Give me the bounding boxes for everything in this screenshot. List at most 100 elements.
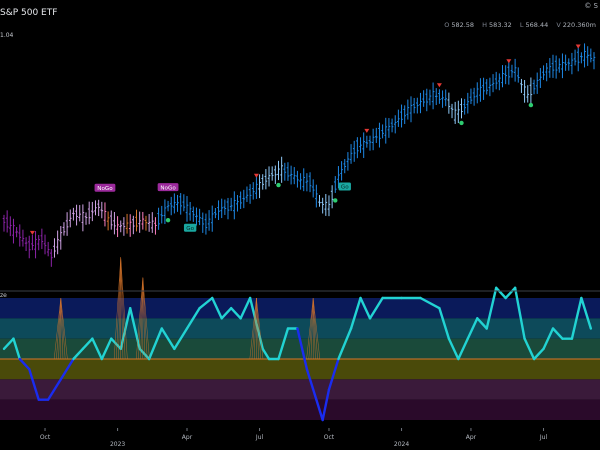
oscillator-segment — [91, 337, 104, 361]
price-bar — [264, 169, 268, 190]
oscillator-segment — [100, 337, 113, 361]
price-bar — [179, 193, 182, 215]
price-bar — [147, 213, 151, 232]
volume-key: V — [556, 21, 561, 29]
oscillator-segment — [368, 296, 384, 320]
price-bar — [113, 212, 116, 235]
price-bars — [2, 43, 596, 267]
oscillator-segment — [2, 337, 15, 351]
price-bar — [576, 44, 580, 72]
price-bar — [419, 92, 422, 114]
price-bar — [479, 78, 482, 102]
price-bar — [469, 88, 473, 105]
volume-hatch — [249, 297, 264, 360]
price-bar — [374, 127, 378, 143]
price-bar — [280, 156, 283, 183]
price-bar — [78, 205, 82, 222]
oscillator-segment — [220, 306, 233, 320]
price-bar — [255, 175, 258, 199]
price-bar — [135, 209, 138, 232]
chart-title: S&P 500 ETF — [0, 8, 58, 18]
price-bar — [324, 194, 328, 216]
price-bar — [157, 207, 160, 230]
price-bar — [463, 98, 466, 115]
price-level-label: 1.04 — [0, 32, 14, 39]
price-bar — [494, 71, 498, 90]
price-bar — [65, 212, 69, 236]
x-tick-label: 2023 — [110, 441, 125, 448]
x-tick-label: Oct — [40, 434, 51, 441]
chart-header: S&P 500 ETF © S O 582.58 H 583.32 L 568.44 … — [0, 0, 600, 30]
price-bar — [526, 85, 530, 103]
price-bar — [561, 53, 564, 79]
price-bar — [229, 197, 233, 212]
price-bar — [198, 208, 201, 226]
bear-marker — [575, 44, 581, 49]
signal-markers — [29, 44, 581, 235]
price-bar — [542, 65, 545, 80]
oscillator-segment — [359, 296, 372, 320]
price-bar — [233, 191, 236, 220]
price-bar — [330, 185, 334, 209]
price-bar — [192, 206, 195, 222]
price-bar — [261, 174, 265, 190]
bull-marker — [165, 217, 171, 223]
price-bar — [15, 226, 18, 238]
price-bar — [397, 109, 400, 127]
x-tick-label: Oct — [324, 434, 335, 441]
price-bar — [31, 234, 34, 251]
price-bar — [513, 58, 517, 82]
price-bar — [220, 198, 224, 219]
price-bar — [308, 172, 312, 193]
oscillator-segment — [46, 378, 62, 401]
price-bar — [144, 215, 148, 231]
price-bar — [100, 201, 104, 219]
price-bar — [138, 211, 141, 233]
oscillator-segment — [447, 337, 460, 361]
price-bar — [245, 186, 249, 203]
volume-hatch — [306, 297, 321, 360]
oscillator-segment — [494, 286, 507, 300]
price-bar — [318, 195, 321, 207]
price-bar — [68, 209, 72, 228]
price-bar — [333, 176, 337, 193]
price-bar — [315, 184, 318, 208]
bull-marker — [333, 198, 338, 203]
price-bar — [371, 128, 375, 151]
oscillator-segment — [349, 296, 362, 330]
price-bar — [352, 140, 356, 162]
price-bar — [248, 184, 252, 204]
oscillator-segment — [457, 337, 469, 361]
oscillator-panel — [2, 257, 593, 422]
price-bar — [422, 90, 425, 107]
price-bar — [378, 122, 381, 148]
price-bar — [428, 89, 432, 106]
price-bar — [457, 100, 460, 124]
bull-marker — [276, 182, 281, 188]
price-bar — [567, 58, 571, 71]
price-bar — [72, 207, 75, 221]
price-bar — [485, 79, 489, 95]
price-bar — [510, 64, 514, 78]
price-bar — [34, 231, 37, 259]
volume-hatch — [113, 257, 128, 360]
price-bar — [239, 191, 242, 209]
price-bar — [46, 241, 50, 257]
oscillator-segment — [229, 306, 242, 320]
price-bar — [337, 166, 340, 189]
oscillator-segment — [110, 337, 122, 351]
oscillator-band — [0, 359, 600, 380]
price-bar — [5, 210, 9, 233]
price-bar — [62, 222, 66, 236]
price-bar — [311, 179, 315, 198]
oscillator-segment — [476, 317, 488, 330]
bear-marker — [253, 173, 259, 178]
low-key: L — [519, 21, 524, 29]
price-bar — [160, 205, 164, 224]
oscillator-bands — [0, 298, 600, 420]
price-bar — [122, 217, 126, 236]
price-bar — [207, 210, 211, 231]
price-bar — [56, 230, 59, 255]
price-bar — [501, 65, 504, 88]
